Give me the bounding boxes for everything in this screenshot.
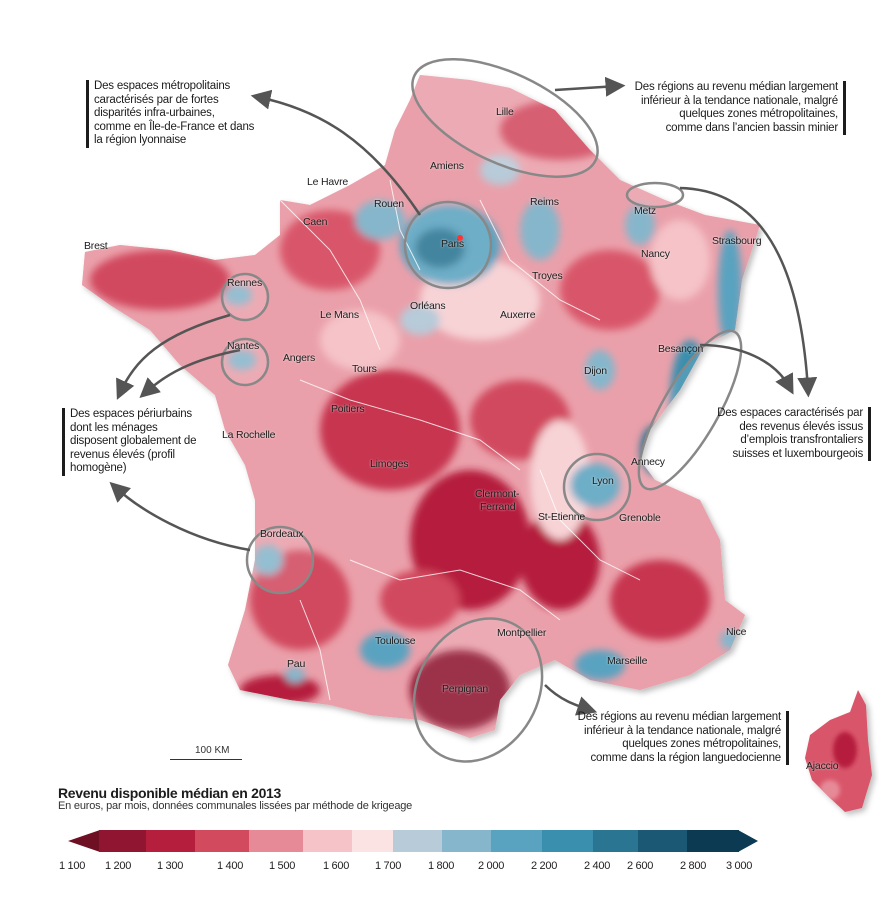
legend-title: Revenu disponible médian en 2013 xyxy=(58,785,282,801)
legend-tick: 1 700 xyxy=(374,860,402,872)
city-label: Tours xyxy=(352,363,377,375)
annotation-languedoc: Des régions au revenu médian largement in… xyxy=(578,711,789,765)
city-label: Brest xyxy=(84,240,108,252)
scale-bar xyxy=(170,759,242,760)
city-label: Le Havre xyxy=(307,176,349,188)
legend-tick: 1 600 xyxy=(322,860,350,872)
city-label: Limoges xyxy=(370,458,409,470)
city-label: Ferrand xyxy=(480,501,516,513)
city-label: Rouen xyxy=(374,198,404,210)
legend-tick: 2 400 xyxy=(583,860,611,872)
city-label: Perpignan xyxy=(442,683,489,695)
city-label: Caen xyxy=(303,216,328,228)
annotation-periurban: Des espaces périurbains dont les ménages d… xyxy=(62,408,196,476)
city-label: Ajaccio xyxy=(806,760,839,772)
city-label: Nancy xyxy=(641,248,670,260)
city-label: Grenoble xyxy=(619,512,661,524)
legend-bar xyxy=(68,830,758,852)
city-label: Reims xyxy=(530,196,559,208)
legend-tick: 1 800 xyxy=(427,860,455,872)
paris-marker xyxy=(457,235,463,241)
city-label: Nice xyxy=(726,626,747,638)
city-label: Bordeaux xyxy=(260,528,304,540)
annotation-metropolitan: Des espaces métropolitains caractérisés p… xyxy=(86,80,254,148)
city-label: Metz xyxy=(634,205,656,217)
city-label: Auxerre xyxy=(500,309,536,321)
city-label: Annecy xyxy=(631,456,665,468)
city-label: Lyon xyxy=(592,475,614,487)
legend-tick: 1 100 xyxy=(58,860,86,872)
legend-tick: 1 300 xyxy=(156,860,184,872)
legend-tick: 1 500 xyxy=(268,860,296,872)
annotation-arrows xyxy=(109,76,818,716)
legend-tick: 2 800 xyxy=(679,860,707,872)
city-label: Nantes xyxy=(227,340,260,352)
legend-tick: 3 000 xyxy=(725,860,753,872)
city-label: La Rochelle xyxy=(222,429,276,441)
city-label: Toulouse xyxy=(375,635,416,647)
scale-bar-label: 100 KM xyxy=(195,745,230,756)
city-label: Angers xyxy=(283,352,316,364)
city-label: Montpellier xyxy=(497,627,547,639)
city-label: Poitiers xyxy=(331,403,365,415)
city-label: Besançon xyxy=(658,343,704,355)
city-label: Troyes xyxy=(532,270,563,282)
legend-tick: 2 600 xyxy=(626,860,654,872)
city-label: Lille xyxy=(496,106,514,118)
city-label: Marseille xyxy=(607,655,648,667)
highlight-circles xyxy=(220,58,743,763)
city-label: Rennes xyxy=(227,277,262,289)
legend-tick: 2 000 xyxy=(477,860,505,872)
city-label: Pau xyxy=(287,658,306,670)
city-label: Amiens xyxy=(430,160,464,172)
city-label: Le Mans xyxy=(320,309,359,321)
legend-subtitle: En euros, par mois, données communales l… xyxy=(58,800,413,812)
city-label: Paris xyxy=(441,238,464,250)
city-label: Orléans xyxy=(410,300,446,312)
city-label: Clermont- xyxy=(475,488,520,500)
annotation-cross-border: Des espaces caractérisés par des revenus … xyxy=(717,407,871,461)
city-label: Dijon xyxy=(584,365,607,377)
legend-tick: 2 200 xyxy=(530,860,558,872)
city-label: St-Etienne xyxy=(538,511,586,523)
legend-tick: 1 400 xyxy=(216,860,244,872)
city-label: Strasbourg xyxy=(712,235,762,247)
legend-tick: 1 200 xyxy=(104,860,132,872)
annotation-north-mining-basin: Des régions au revenu médian largement in… xyxy=(635,81,846,135)
